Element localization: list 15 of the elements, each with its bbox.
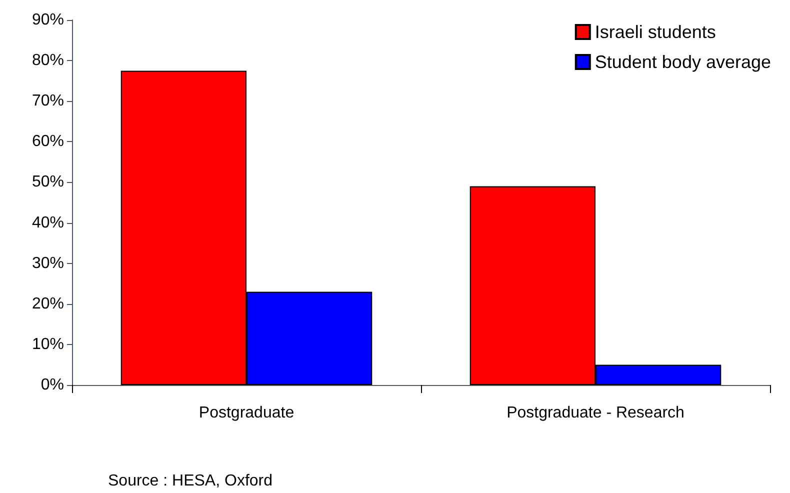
y-tick-label: 0% [40, 376, 64, 394]
legend-label: Israeli students [594, 22, 716, 42]
y-tick-label: 20% [32, 295, 64, 312]
x-tick-label: Postgraduate [198, 404, 294, 422]
x-tick-label: Postgraduate - Research [506, 404, 684, 422]
y-tick-label: 90% [32, 12, 64, 28]
legend-label: Student body average [594, 52, 772, 72]
y-tick-label: 70% [32, 92, 64, 110]
y-tick-label: 10% [32, 336, 64, 353]
y-tick-label: 40% [32, 214, 64, 232]
source-note: Source : HESA, Oxford [108, 472, 273, 490]
y-tick-label: 80% [32, 52, 64, 70]
y-tick-label: 60% [32, 133, 64, 150]
y-tick-label: 50% [32, 174, 64, 191]
y-tick-label: 30% [32, 254, 64, 272]
